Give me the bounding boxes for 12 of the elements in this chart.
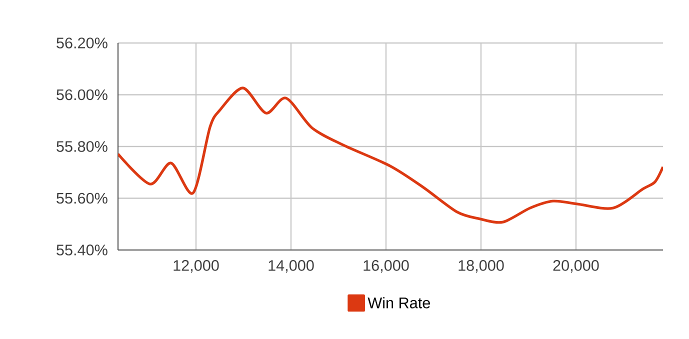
y-tick-label: 55.80% <box>56 141 108 152</box>
x-tick-label: 12,000 <box>174 260 219 273</box>
x-tick-label: 18,000 <box>458 260 504 273</box>
y-tick-label: 56.20% <box>56 38 108 48</box>
x-tick-label: 20,000 <box>553 260 599 273</box>
y-tick-label: 55.60% <box>56 192 108 204</box>
legend-label: Win Rate <box>368 297 430 308</box>
x-tick-label: 16,000 <box>364 260 409 273</box>
y-tick-label: 55.40% <box>56 244 108 256</box>
y-tick-label: 56.00% <box>56 89 108 100</box>
x-tick-label: 14,000 <box>268 260 314 273</box>
line-series <box>118 86 663 224</box>
